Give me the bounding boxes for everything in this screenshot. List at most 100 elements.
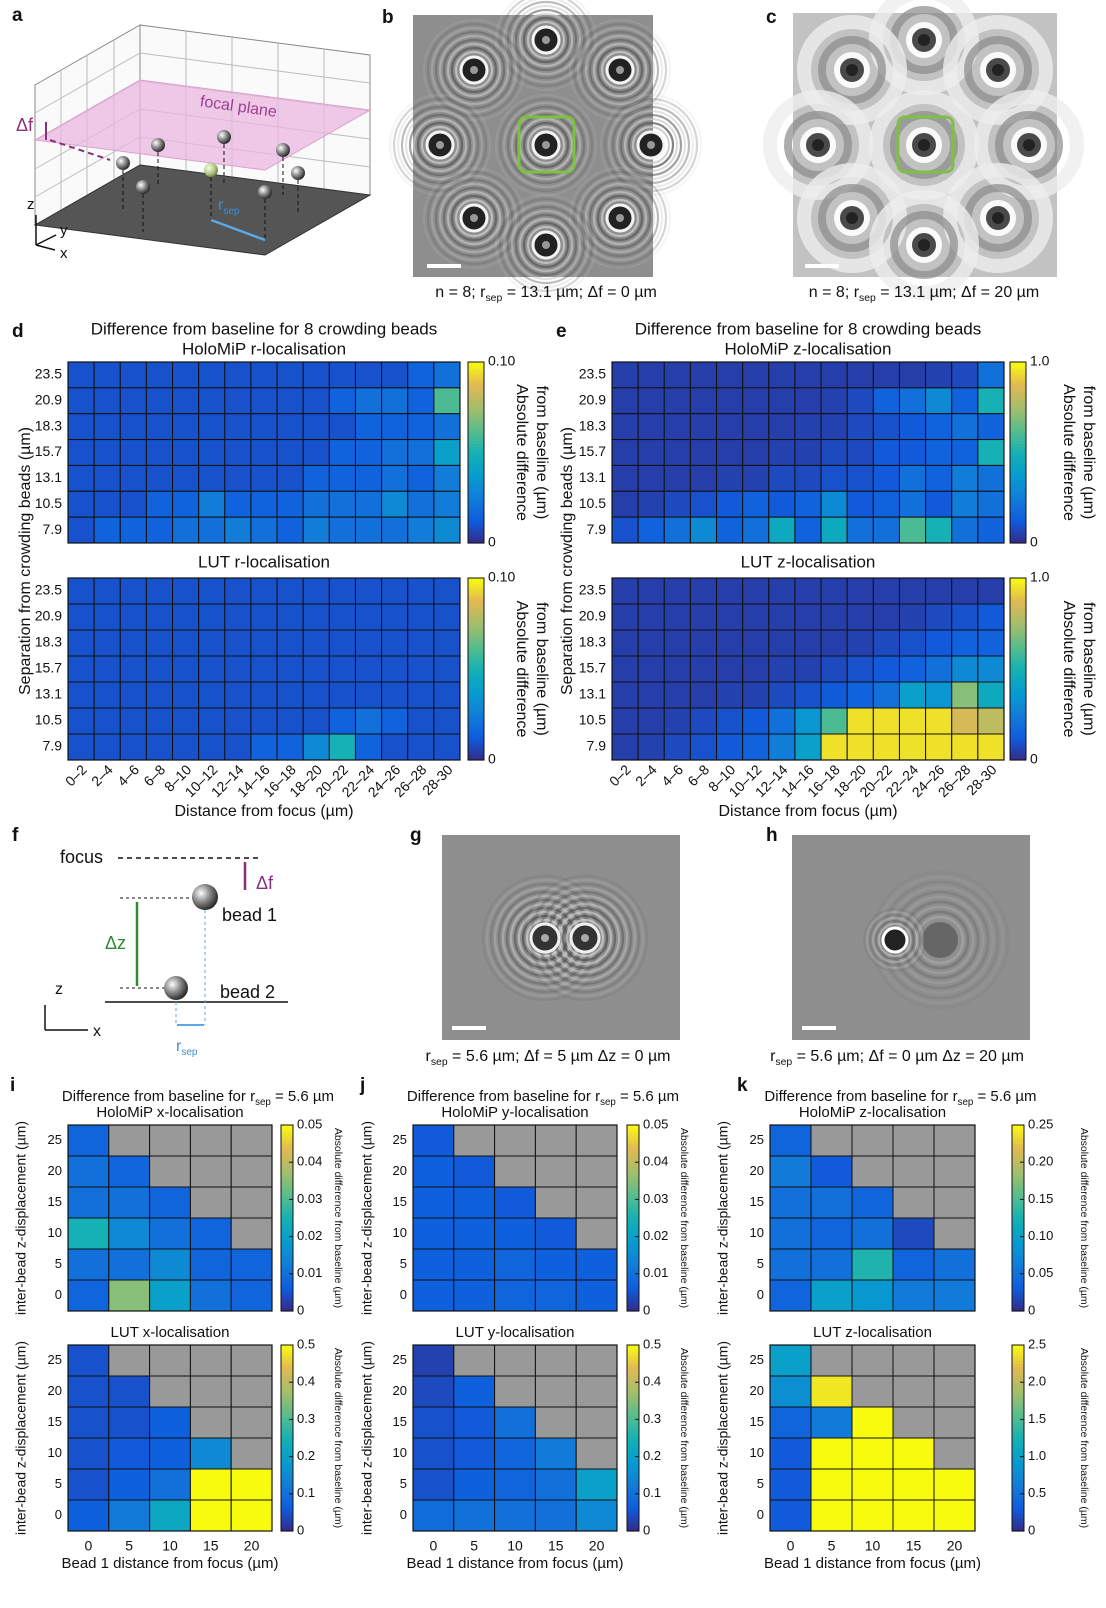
colorbar-gradient bbox=[627, 1171, 639, 1176]
heatmap-cell bbox=[67, 490, 95, 518]
colorbar-gradient bbox=[627, 1245, 639, 1250]
colorbar-gradient bbox=[627, 1351, 639, 1355]
missing-cell bbox=[189, 1186, 232, 1219]
colorbar-gradient bbox=[627, 1363, 639, 1368]
colorbar-gradient bbox=[1010, 732, 1026, 737]
heatmap-cell bbox=[575, 1468, 618, 1501]
colorbar-tick-label: 0.02 bbox=[643, 1228, 668, 1243]
bead-core bbox=[992, 64, 1004, 76]
heatmap-cell bbox=[768, 577, 796, 605]
colorbar-gradient bbox=[1012, 1221, 1024, 1225]
heatmap-cell bbox=[851, 1499, 894, 1532]
fringe bbox=[522, 221, 570, 269]
sep-label: sep bbox=[181, 1047, 198, 1058]
colorbar-gradient bbox=[627, 1521, 639, 1526]
heatmap-cell bbox=[224, 516, 252, 544]
heatmap-cell bbox=[768, 733, 796, 761]
y-tick-label: 15.7 bbox=[35, 443, 62, 459]
colorbar-gradient bbox=[627, 1301, 639, 1306]
colorbar-gradient bbox=[468, 455, 484, 460]
heatmap-cell bbox=[768, 361, 796, 389]
heatmap-cell bbox=[108, 1279, 151, 1312]
colorbar-gradient bbox=[1012, 1422, 1024, 1427]
heatmap-cell bbox=[846, 733, 874, 761]
colorbar-gradient bbox=[1012, 1496, 1024, 1501]
r-sep-label: rsep bbox=[176, 1038, 198, 1058]
heatmap-cell bbox=[663, 603, 691, 631]
colorbar-gradient bbox=[468, 458, 484, 463]
missing-cell bbox=[230, 1437, 273, 1470]
colorbar-gradient bbox=[1012, 1487, 1024, 1492]
colorbar-gradient bbox=[627, 1385, 639, 1389]
colorbar-gradient bbox=[1012, 1403, 1024, 1408]
bead-core bbox=[581, 934, 589, 942]
colorbar-gradient bbox=[1010, 705, 1026, 710]
text-segment: n = 8; r bbox=[435, 284, 486, 301]
colorbar-gradient bbox=[1012, 1264, 1024, 1269]
bead-core bbox=[846, 212, 858, 224]
bead-core bbox=[918, 139, 930, 151]
colorbar-frame bbox=[1009, 361, 1027, 544]
colorbar-gradient bbox=[1010, 681, 1026, 685]
heatmap-cell bbox=[145, 413, 174, 441]
colorbar-gradient bbox=[468, 395, 484, 399]
heatmap-cell bbox=[611, 707, 639, 735]
missing-cell bbox=[933, 1124, 976, 1157]
colorbar-gradient bbox=[281, 1307, 293, 1312]
colorbar-gradient bbox=[468, 705, 484, 710]
colorbar-gradient bbox=[1012, 1304, 1024, 1309]
plot-frame bbox=[412, 1344, 618, 1532]
missing-cell bbox=[534, 1406, 577, 1439]
colorbar-gradient bbox=[1012, 1183, 1024, 1188]
missing-cell bbox=[494, 1124, 536, 1157]
heatmap-cell bbox=[810, 1406, 853, 1439]
colorbar-gradient bbox=[1010, 398, 1026, 402]
heatmap-cell bbox=[108, 1499, 151, 1532]
colorbar-gradient bbox=[1012, 1280, 1024, 1284]
halo bbox=[818, 36, 886, 104]
colorbar-gradient bbox=[627, 1177, 639, 1182]
fringe bbox=[510, 109, 582, 181]
r-sep-guides bbox=[175, 910, 206, 1025]
heatmap-cell bbox=[769, 1248, 812, 1281]
heatmap-cell bbox=[453, 1217, 496, 1250]
colorbar-gradient bbox=[1010, 395, 1026, 399]
colorbar-gradient bbox=[627, 1496, 639, 1501]
heatmap-cell bbox=[354, 516, 383, 544]
heatmap-cell bbox=[453, 1155, 496, 1188]
colorbar-gradient bbox=[1012, 1515, 1024, 1520]
colorbar-gradient bbox=[468, 699, 484, 703]
panel-letter: k bbox=[737, 1075, 748, 1096]
x-tick-label: 20 bbox=[244, 1538, 260, 1554]
heatmap-cell bbox=[224, 655, 252, 683]
heatmap-cell bbox=[328, 577, 356, 605]
colorbar-gradient bbox=[468, 440, 484, 445]
missing-cell bbox=[851, 1344, 894, 1377]
colorbar-gradient bbox=[281, 1493, 293, 1498]
heatmap-cell bbox=[224, 681, 252, 709]
colorbar-gradient bbox=[281, 1295, 293, 1300]
heatmap-cell bbox=[820, 733, 848, 761]
bead-core bbox=[470, 214, 478, 222]
colorbar-gradient bbox=[627, 1512, 639, 1517]
colorbar-gradient bbox=[1012, 1224, 1024, 1228]
colorbar-gradient bbox=[627, 1286, 639, 1290]
heatmap-cell bbox=[977, 464, 1005, 492]
heatmap-cell bbox=[846, 464, 874, 492]
heatmap-cell bbox=[224, 387, 252, 415]
colorbar-gradient bbox=[1010, 723, 1026, 728]
bead-core bbox=[542, 241, 550, 249]
heatmap-cell bbox=[433, 577, 461, 605]
heatmap-cell bbox=[250, 629, 278, 657]
heatmap-cell bbox=[302, 655, 330, 683]
panel-letter: e bbox=[556, 321, 567, 342]
colorbar-gradient bbox=[468, 753, 484, 758]
colorbar-gradient bbox=[281, 1515, 293, 1520]
heatmap-cell bbox=[381, 361, 409, 389]
heading: Difference from baseline for rsep = 5.6 … bbox=[764, 1088, 1036, 1108]
heatmap-cell bbox=[742, 655, 770, 683]
y-tick-label: 23.5 bbox=[579, 366, 606, 382]
fringe bbox=[502, 101, 590, 189]
colorbar-gradient bbox=[1010, 672, 1026, 676]
